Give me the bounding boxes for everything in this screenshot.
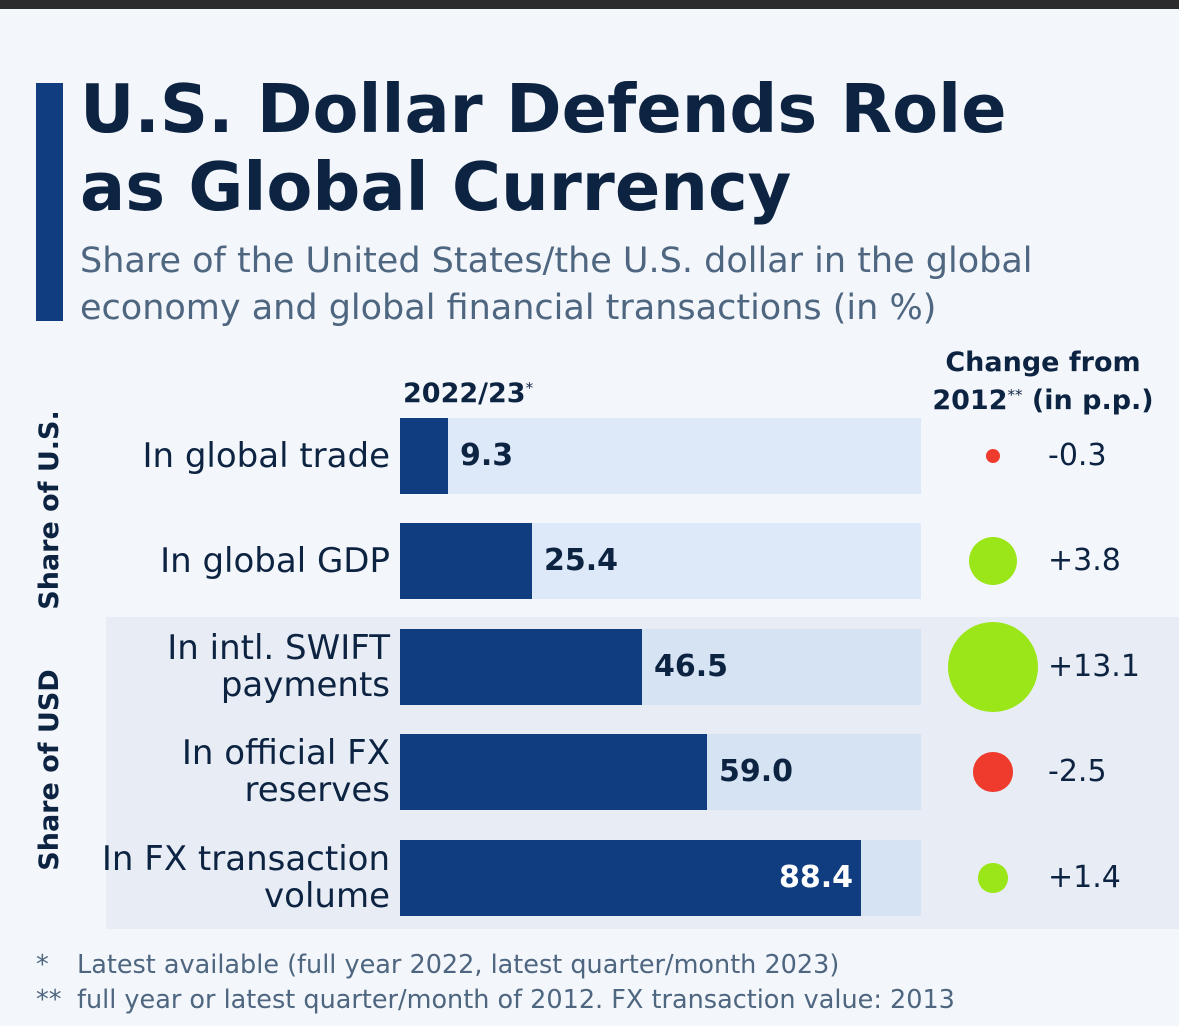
group-label-share-of-us: Share of U.S. <box>34 410 65 610</box>
top-bar <box>0 0 1179 9</box>
bar <box>400 418 448 494</box>
change-bubble <box>973 752 1013 792</box>
footnote-2-mark: ** <box>36 985 62 1015</box>
row-label: In global trade <box>90 418 390 494</box>
year-column-header: 2022/23* <box>403 378 533 409</box>
change-bubble <box>968 536 1018 586</box>
subtitle-line-2: economy and global financial transaction… <box>80 288 937 328</box>
row-label-line: In intl. SWIFT <box>167 628 390 668</box>
change-bubble <box>986 449 1000 463</box>
row-label-line: In FX transaction <box>101 839 390 879</box>
change-header-mark: ** <box>1007 386 1023 404</box>
row-label-line: payments <box>220 665 390 705</box>
bar-value-label: 46.5 <box>654 649 729 684</box>
row-label: In global GDP <box>90 523 390 599</box>
title-line-1: U.S. Dollar Defends Role <box>80 70 1007 148</box>
row-label: In official FX reserves <box>90 734 390 810</box>
bar-value-label: 88.4 <box>779 860 854 895</box>
change-bubble <box>948 622 1038 712</box>
change-value-label: -0.3 <box>1048 438 1107 473</box>
chart-subtitle: Share of the United States/the U.S. doll… <box>80 238 1130 332</box>
row-label: In FX transaction volume <box>90 840 390 916</box>
footnote-2-text: full year or latest quarter/month of 201… <box>77 985 955 1015</box>
footnote-1-mark: * <box>36 950 49 980</box>
row-label-text: In global trade <box>142 435 390 476</box>
year-header-text: 2022/23 <box>403 378 526 409</box>
change-bubble <box>978 863 1008 893</box>
change-header-unit: (in p.p.) <box>1022 385 1154 416</box>
bar-value-label: 9.3 <box>460 438 514 473</box>
footnote-1: * Latest available (full year 2022, lates… <box>36 950 839 980</box>
change-value-label: +13.1 <box>1048 649 1140 684</box>
row-label-text: In global GDP <box>160 540 390 581</box>
title-line-2: as Global Currency <box>80 148 792 226</box>
row-label-line: In official FX <box>181 733 390 773</box>
change-header-line-1: Change from <box>945 347 1141 378</box>
bar <box>400 629 642 705</box>
change-value-label: +1.4 <box>1048 860 1121 895</box>
bar <box>400 734 707 810</box>
bar <box>400 523 532 599</box>
subtitle-line-1: Share of the United States/the U.S. doll… <box>80 241 1033 281</box>
footnote-2: ** full year or latest quarter/month of 2… <box>36 985 955 1015</box>
row-label-text: In official FX reserves <box>182 735 390 809</box>
footnote-1-text: Latest available (full year 2022, latest… <box>77 950 840 980</box>
year-header-mark: * <box>525 379 534 397</box>
row-label-line: volume <box>264 876 390 916</box>
bar-value-label: 25.4 <box>544 543 619 578</box>
title-accent-bar <box>36 83 63 321</box>
row-label: In intl. SWIFT payments <box>90 629 390 705</box>
change-header-line-2: 2012 <box>932 385 1008 416</box>
bar-track <box>400 418 921 494</box>
row-label-line: In global GDP <box>160 540 390 581</box>
chart-title: U.S. Dollar Defends Role as Global Curre… <box>80 70 1080 226</box>
row-label-line: reserves <box>244 770 390 810</box>
row-label-text: In intl. SWIFT payments <box>167 630 390 704</box>
row-label-line: In global trade <box>142 435 390 476</box>
bar-value-label: 59.0 <box>719 754 794 789</box>
row-label-text: In FX transaction volume <box>102 841 390 915</box>
bar <box>400 840 861 916</box>
change-column-header: Change from 2012** (in p.p.) <box>930 347 1156 417</box>
change-value-label: -2.5 <box>1048 754 1107 789</box>
group-label-share-of-usd: Share of USD <box>34 669 65 871</box>
change-value-label: +3.8 <box>1048 543 1121 578</box>
